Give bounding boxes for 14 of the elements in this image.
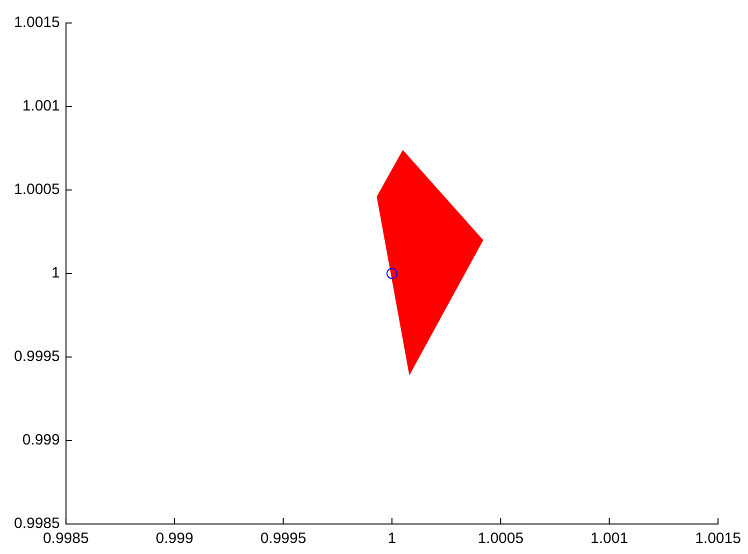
y-tick-label: 1.0015 [14,14,60,32]
x-tick-label: 0.9995 [260,530,306,548]
x-tick-label: 0.9985 [42,530,89,548]
x-tick-label: 1.0005 [478,530,524,548]
y-tick-label: 1 [52,264,60,282]
y-tick-label: 0.9995 [14,348,60,366]
x-tick-label: 0.999 [156,530,194,548]
x-tick-label: 1 [388,530,396,548]
y-tick-label: 0.999 [22,432,60,449]
y-tick-label: 1.0005 [14,181,60,198]
x-tick-label: 1.001 [590,530,628,548]
y-tick-label: 0.9985 [14,515,60,532]
y-tick-label: 1.001 [22,98,60,115]
x-tick-label: 1.0015 [695,530,741,548]
